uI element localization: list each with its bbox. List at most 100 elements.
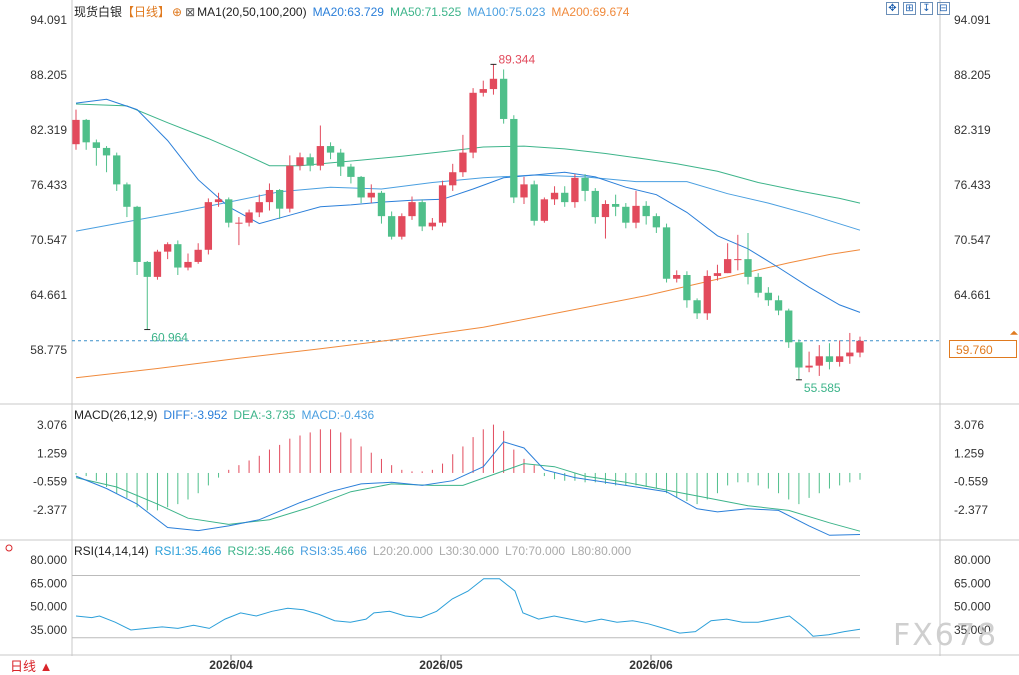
price-tick-left: 88.205 bbox=[30, 68, 67, 82]
candle-body bbox=[265, 189, 274, 203]
ma-settings-icon[interactable]: ⊠ bbox=[185, 5, 196, 19]
candle-body bbox=[153, 251, 162, 277]
rsi-l20: L20:20.000 bbox=[372, 544, 433, 558]
period-selector[interactable]: 日线 ▲ bbox=[10, 659, 53, 674]
candle-body bbox=[184, 261, 192, 268]
macd-tick-right: -0.559 bbox=[954, 475, 988, 489]
last-price-tag: 59.760 bbox=[949, 340, 1017, 358]
rsi-l80: L80:80.000 bbox=[571, 544, 632, 558]
price-tick-left: 76.433 bbox=[30, 178, 67, 192]
price-tick-left: 70.547 bbox=[30, 233, 67, 247]
candle-body bbox=[214, 199, 223, 203]
candle-body bbox=[449, 172, 457, 186]
candle-body bbox=[856, 340, 864, 353]
candle-body bbox=[571, 177, 579, 203]
candle-body bbox=[795, 342, 803, 368]
price-arrow-icon bbox=[1010, 330, 1018, 335]
macd-diff-line bbox=[75, 441, 861, 536]
candle-body bbox=[174, 244, 182, 268]
candle-body bbox=[275, 189, 284, 209]
candle-body bbox=[337, 152, 345, 167]
candle-body bbox=[133, 206, 141, 262]
date-label: 2026/05 bbox=[419, 658, 463, 672]
ma100-value: MA100:75.023 bbox=[467, 5, 546, 19]
candle-body bbox=[713, 273, 722, 276]
macd-tick-left: 1.259 bbox=[37, 446, 67, 460]
candle-body bbox=[540, 199, 549, 221]
ma20-value: MA20:63.729 bbox=[312, 5, 384, 19]
candle-body bbox=[510, 118, 518, 198]
rsi-l70: L70:70.000 bbox=[505, 544, 566, 558]
zoom-icon[interactable]: ⊞ bbox=[903, 2, 916, 15]
candle-body bbox=[601, 203, 610, 218]
candle-body bbox=[377, 192, 386, 217]
candle-body bbox=[113, 155, 121, 185]
candle-body bbox=[642, 205, 650, 217]
price-tick-right: 94.091 bbox=[954, 13, 991, 27]
candle-body bbox=[846, 352, 854, 357]
candle-body bbox=[418, 202, 426, 227]
candle-body bbox=[774, 300, 783, 311]
move-icon[interactable]: ✥ bbox=[886, 2, 899, 15]
target-icon bbox=[5, 544, 13, 552]
date-label: 2026/04 bbox=[209, 658, 253, 672]
low-left-annotation: 60.964 bbox=[151, 331, 188, 345]
candle-body bbox=[693, 300, 701, 314]
rsi-tick-right: 80.000 bbox=[954, 553, 991, 567]
rsi3-value: RSI3:35.466 bbox=[300, 544, 367, 558]
price-tick-left: 58.775 bbox=[30, 343, 67, 357]
ma50-line bbox=[75, 103, 861, 204]
rsi-tick-left: 50.000 bbox=[30, 600, 67, 614]
candle-body bbox=[123, 184, 131, 207]
candle-body bbox=[591, 190, 599, 218]
candle-body bbox=[764, 292, 773, 301]
candle-body bbox=[367, 192, 375, 198]
candle-body bbox=[652, 216, 661, 228]
price-legend: 现货白银【日线】 ⊕ ⊠ MA1(20,50,100,200) MA20:63.729 M… bbox=[74, 3, 635, 20]
price-tick-right: 88.205 bbox=[954, 68, 991, 82]
candle-body bbox=[194, 249, 202, 262]
candle-body bbox=[72, 119, 80, 145]
ma-icon: ⊕ bbox=[172, 5, 183, 19]
candle-body bbox=[673, 275, 681, 279]
candle-body bbox=[703, 275, 711, 314]
macd-tick-right: -2.377 bbox=[954, 503, 988, 517]
ma50-value: MA50:71.525 bbox=[389, 5, 462, 19]
candle-body bbox=[499, 78, 508, 119]
candle-body bbox=[204, 202, 213, 250]
macd-tick-left: -2.377 bbox=[33, 503, 67, 517]
candle-body bbox=[326, 146, 335, 153]
candle-body bbox=[428, 222, 437, 227]
candle-body bbox=[530, 184, 538, 221]
price-tick-left: 94.091 bbox=[30, 13, 67, 27]
candle-body bbox=[438, 185, 447, 223]
candle-body bbox=[357, 176, 365, 198]
candle-body bbox=[561, 192, 569, 203]
date-label: 2026/06 bbox=[629, 658, 673, 672]
candle-body bbox=[286, 165, 294, 209]
price-tick-right: 70.547 bbox=[954, 233, 991, 247]
candle-body bbox=[632, 205, 640, 223]
settings-icon[interactable]: ⊟ bbox=[937, 2, 950, 15]
macd-tick-right: 1.259 bbox=[954, 446, 984, 460]
candle-body bbox=[835, 356, 844, 362]
candle-body bbox=[744, 259, 752, 277]
download-icon[interactable]: ↧ bbox=[920, 2, 933, 15]
candle-body bbox=[754, 276, 762, 293]
candle-body bbox=[662, 227, 671, 279]
rsi-tick-right: 50.000 bbox=[954, 600, 991, 614]
rsi-legend: RSI(14,14,14) RSI1:35.466 RSI2:35.466 RSI3:… bbox=[74, 544, 637, 558]
rsi-l30: L30:30.000 bbox=[438, 544, 499, 558]
rsi-tick-left: 65.000 bbox=[30, 576, 67, 590]
candle-body bbox=[102, 147, 111, 156]
candle-body bbox=[469, 92, 477, 153]
candle-body bbox=[306, 157, 314, 166]
macd-tick-right: 3.076 bbox=[954, 418, 984, 432]
rsi1-value: RSI1:35.466 bbox=[154, 544, 222, 558]
candle-body bbox=[245, 212, 253, 223]
price-tick-right: 82.319 bbox=[954, 123, 991, 137]
candle-body bbox=[815, 356, 823, 366]
rsi2-value: RSI2:35.466 bbox=[227, 544, 295, 558]
high-annotation: 89.344 bbox=[498, 52, 535, 66]
